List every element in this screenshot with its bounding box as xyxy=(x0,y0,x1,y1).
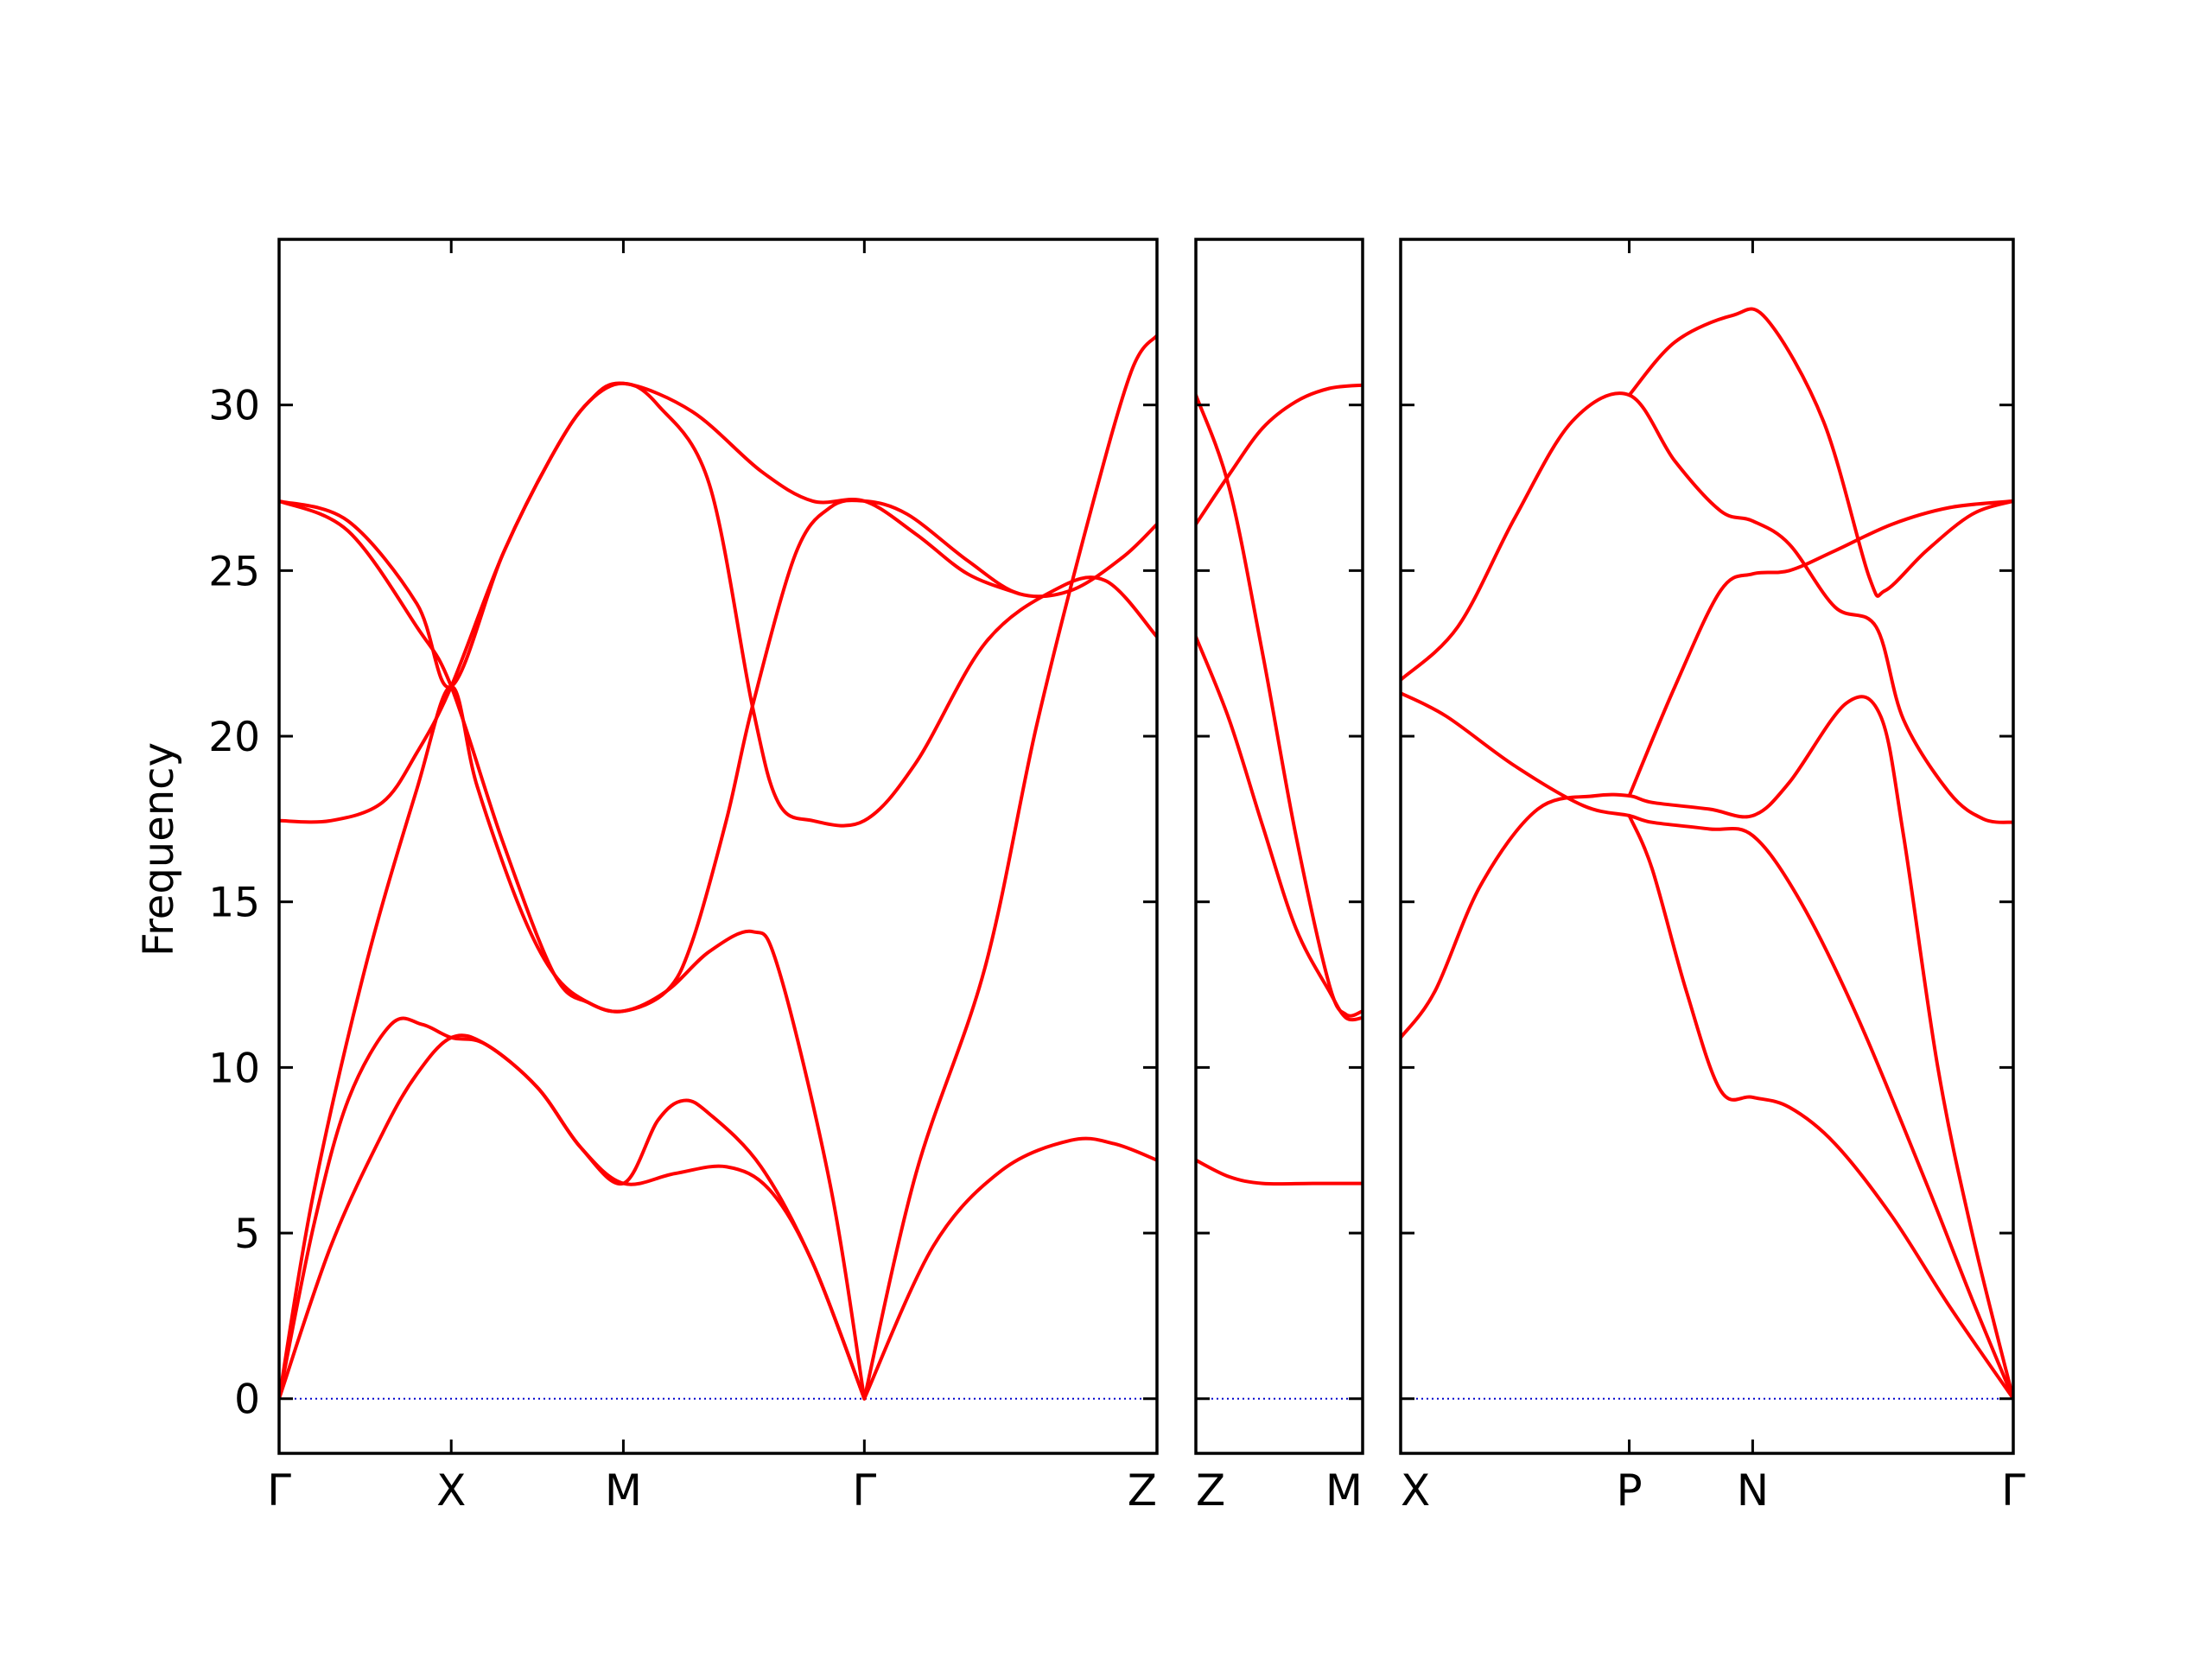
x-tick-label: M xyxy=(1325,1465,1363,1516)
bands xyxy=(279,334,1157,1401)
band-line-2 xyxy=(279,1016,867,1401)
x-tick-label: Z xyxy=(1196,1465,1225,1516)
y-tick-label: 25 xyxy=(208,548,260,595)
y-tick-label: 30 xyxy=(208,383,260,430)
bands xyxy=(1196,383,1363,1186)
y-tick-label: 5 xyxy=(234,1211,260,1258)
band-line-3 xyxy=(1196,635,1363,1022)
band-line-1 xyxy=(1196,1158,1363,1186)
panel-frame xyxy=(1399,238,2015,1455)
panel-1: 0 5 10 15 20 25 30 Γ X M Γ Z xyxy=(208,238,1159,1516)
band-line-1 xyxy=(1401,695,2013,1401)
panel-frame xyxy=(1194,238,1364,1455)
x-tick-label: Z xyxy=(1128,1465,1157,1516)
y-tick-label: 20 xyxy=(208,714,260,761)
band-line-4 xyxy=(1627,814,2013,1401)
y-tick-label: 10 xyxy=(208,1045,260,1092)
x-tick-label: M xyxy=(605,1465,642,1516)
band-line-3 xyxy=(1401,391,2013,824)
bands xyxy=(1401,307,2013,1401)
band-line-7 xyxy=(862,334,1157,1401)
y-tick-label: 15 xyxy=(208,880,260,927)
band-line-6 xyxy=(279,381,1021,690)
x-tick-label: Γ xyxy=(852,1465,876,1516)
x-tick-label: Γ xyxy=(2001,1465,2025,1516)
panel-frame xyxy=(277,238,1159,1455)
y-tick-label: 0 xyxy=(234,1376,260,1424)
band-line-5 xyxy=(1627,499,2013,798)
x-tick-label: P xyxy=(1616,1465,1642,1516)
band-line-5 xyxy=(279,499,1157,1014)
band-line-6 xyxy=(1627,307,2013,598)
band-line-8 xyxy=(862,1136,1157,1401)
y-axis-label: Frequency xyxy=(135,742,183,957)
x-tick-label: X xyxy=(1401,1465,1430,1516)
band-line-4 xyxy=(1196,383,1363,526)
band-line-2 xyxy=(1401,691,2013,1401)
x-tick-label: N xyxy=(1737,1465,1769,1516)
band-line-3 xyxy=(279,684,867,1401)
x-tick-label: X xyxy=(436,1465,466,1516)
x-tick-label: Γ xyxy=(267,1465,291,1516)
band-line-4 xyxy=(279,381,1157,828)
